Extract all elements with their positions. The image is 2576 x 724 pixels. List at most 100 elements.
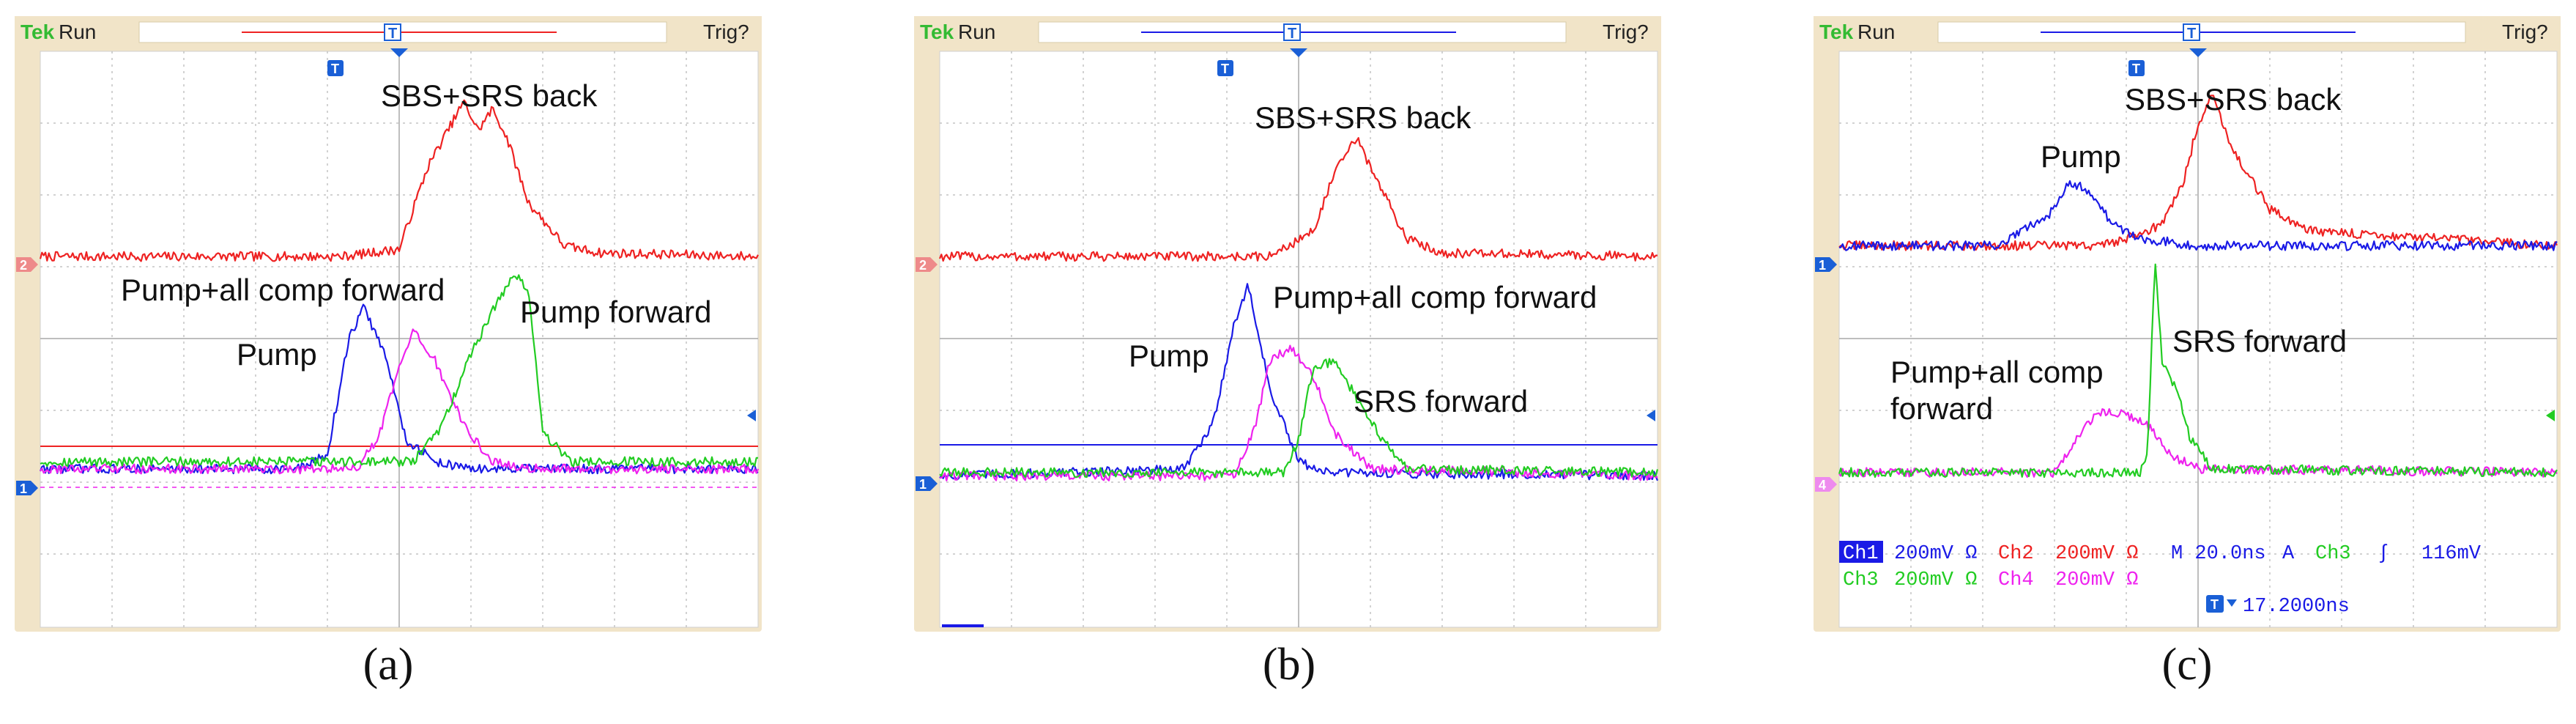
- readout-trigger-mode: A: [2282, 543, 2295, 565]
- readout-trigger-slope: ∫: [2378, 543, 2389, 565]
- tek-logo: Tek: [1819, 21, 1854, 43]
- annotation-pump: Pump: [1129, 339, 1209, 373]
- graticule-center: [940, 51, 1658, 627]
- annotation-pump-all-comp-forward: Pump+all comp forward: [121, 273, 445, 307]
- readout-trigger-position-box: [2206, 595, 2224, 613]
- annotation-pump: Pump: [237, 337, 317, 372]
- trace-ch3-srs-forward: [1838, 263, 2558, 479]
- channel-marker-1-label: 2: [20, 258, 27, 273]
- trace-ch2-sbs-srs-back: [39, 99, 759, 262]
- scope-screen-c: Tek Run T Trig? T: [1814, 16, 2561, 632]
- channel-marker-2: 1: [16, 481, 38, 496]
- time-ref-marker: [327, 60, 344, 76]
- graticule: [40, 51, 758, 627]
- record-view-marker-letter: T: [388, 26, 397, 42]
- annotation-sbs-srs-back: SBS+SRS back: [2125, 82, 2342, 117]
- trigger-level-arrow: [2546, 410, 2555, 421]
- readout-ch2-scale: 200mV Ω: [2055, 543, 2138, 565]
- readout-ch1: Ch1: [1843, 543, 1879, 565]
- graticule-center: [1839, 51, 2557, 627]
- annotation-pump-all-comp: Pump+all comp: [1890, 355, 2104, 389]
- readout-timebase: M 20.0ns: [2171, 543, 2266, 565]
- readout-trigger-source: Ch3: [2315, 543, 2351, 565]
- scope-panel-b: Tek Run T Trig? T: [899, 0, 1676, 724]
- channel-marker-2-label: 1: [919, 477, 927, 492]
- annotation-srs-forward: SRS forward: [2172, 324, 2347, 358]
- channel-marker-1-label: 1: [1819, 258, 1826, 273]
- run-status: Run: [958, 21, 995, 43]
- tek-logo: Tek: [21, 21, 55, 43]
- channel-marker-2-label: 1: [20, 481, 27, 496]
- trigger-level-arrow: [747, 410, 756, 421]
- trig-status: Trig?: [1603, 21, 1649, 43]
- trace-ch1-pump: [1838, 180, 2558, 251]
- record-view-marker: [1283, 23, 1301, 41]
- record-view-marker-letter: T: [1288, 26, 1296, 42]
- annotation-sbs-srs-back: SBS+SRS back: [1255, 100, 1471, 135]
- trace-ch1-pump: [939, 283, 1659, 481]
- panel-caption-c: (c): [2161, 640, 2213, 690]
- readout-ch4-scale: 200mV Ω: [2055, 569, 2138, 591]
- traces-a: [39, 99, 760, 475]
- channel-marker-4: 4: [1815, 477, 1837, 492]
- trace-ch3-pump-forward: [40, 274, 758, 468]
- annotation-srs-forward: SRS forward: [1354, 384, 1528, 418]
- run-status: Run: [1857, 21, 1895, 43]
- scope-panel-c: Tek Run T Trig? T: [1799, 0, 2576, 724]
- annotation-sbs-srs-back: SBS+SRS back: [381, 78, 598, 113]
- channel-marker-1-badge: [16, 257, 38, 272]
- tek-logo: Tek: [920, 21, 954, 43]
- annotation-pump-all-comp-forward: Pump+all comp forward: [1273, 280, 1597, 314]
- run-status: Run: [59, 21, 96, 43]
- trigger-position-marker: [390, 48, 408, 57]
- readout-trigger-level: 116mV: [2421, 543, 2482, 565]
- time-ref-marker-letter: T: [2132, 62, 2140, 76]
- trigger-level-arrow: [1647, 410, 1655, 421]
- traces-b: [938, 137, 1659, 482]
- record-view-marker-letter: T: [2187, 26, 2196, 42]
- trigger-position-marker: [2189, 48, 2207, 57]
- trigger-position-marker: [1290, 48, 1307, 57]
- time-ref-marker: [1217, 60, 1233, 76]
- trace-ch3-srs-forward: [939, 358, 1659, 479]
- graticule: [1839, 51, 2557, 627]
- annotation-pump: Pump: [2041, 139, 2121, 174]
- channel-marker-1-label: 2: [919, 258, 927, 273]
- time-ref-marker-letter: T: [331, 62, 339, 76]
- readout-ch3: Ch3: [1843, 569, 1879, 591]
- readout-trigger-position-letter: T: [2211, 597, 2219, 612]
- panel-caption-b: (b): [1262, 640, 1316, 690]
- scope-screen-a: Tek Run T Trig? T: [15, 16, 762, 632]
- channel-marker-2-badge: [916, 476, 938, 491]
- graticule-center: [40, 51, 758, 627]
- readout-ch4: Ch4: [1998, 569, 2034, 591]
- readout-trigger-position-arrow: [2227, 599, 2237, 607]
- channel-marker-4-badge: [1815, 477, 1837, 492]
- record-view-marker: [2183, 23, 2200, 41]
- readout-ch3-scale: 200mV Ω: [1894, 569, 1977, 591]
- time-ref-marker: [2128, 60, 2145, 76]
- trig-status: Trig?: [703, 21, 749, 43]
- channel-marker-1-badge: [916, 257, 938, 272]
- time-ref-marker-letter: T: [1221, 62, 1229, 76]
- channel-marker-1-badge: [1815, 257, 1837, 272]
- readout-ch1-scale: 200mV Ω: [1894, 543, 1977, 565]
- trig-status: Trig?: [2502, 21, 2548, 43]
- channel-marker-4-label: 4: [1819, 478, 1826, 492]
- traces-c: [1838, 95, 2558, 479]
- readout: Ch1 200mV Ω Ch2 200mV Ω M 20.0ns A Ch3 ∫…: [1839, 541, 2482, 618]
- readout-ch1-box: [1839, 541, 1883, 563]
- annotation-forward: forward: [1890, 391, 1993, 426]
- channel-marker-1: 2: [16, 257, 38, 273]
- scope-panel-a: Tek Run T Trig? T: [0, 0, 776, 724]
- channel-marker-1: 2: [916, 257, 938, 273]
- panel-caption-a: (a): [363, 640, 414, 690]
- record-view-marker: [384, 23, 401, 41]
- channel-marker-2: 1: [916, 476, 938, 492]
- channel-marker-1: 1: [1815, 257, 1837, 273]
- scope-screen-b: Tek Run T Trig? T: [914, 16, 1661, 632]
- readout-ch2: Ch2: [1998, 543, 2034, 565]
- annotation-pump-forward: Pump forward: [520, 295, 711, 329]
- trace-ch2-sbs-srs-back: [938, 137, 1658, 262]
- trace-ch4-pump-all-comp-forward: [40, 328, 760, 475]
